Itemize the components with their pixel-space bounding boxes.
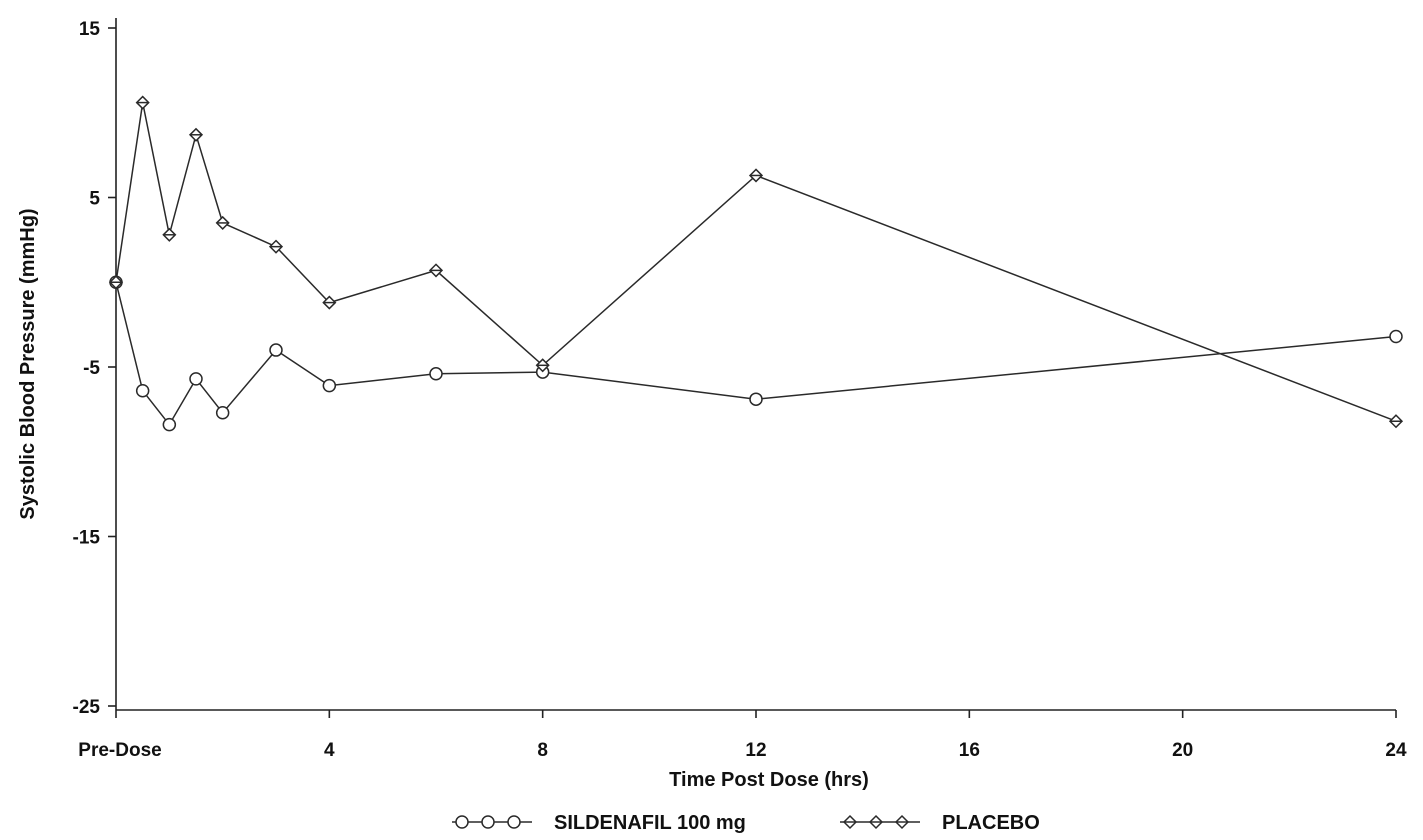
sildenafil-point <box>322 378 337 393</box>
x-tick-label: Pre-Dose <box>78 740 161 761</box>
legend-item-placebo: PLACEBO <box>840 812 1040 834</box>
placebo-point <box>162 227 177 242</box>
placebo-point <box>135 95 150 110</box>
placebo-point <box>428 263 444 278</box>
y-axis-title: Systolic Blood Pressure (mmHg) <box>17 208 39 519</box>
placebo-point <box>1388 414 1404 429</box>
legend-label: SILDENAFIL 100 mg <box>554 812 746 834</box>
series-layer <box>108 95 1404 432</box>
sildenafil-point <box>429 367 443 381</box>
y-tick-label: -25 <box>73 697 101 718</box>
legend-symbol <box>507 815 521 829</box>
x-tick-label: 12 <box>745 740 766 761</box>
placebo-point <box>535 358 550 373</box>
placebo-point <box>188 127 204 142</box>
legend-symbol <box>868 814 884 830</box>
legend-label: PLACEBO <box>942 812 1040 834</box>
ticks: 15 5 -5 -15 -25 Pre-Dose 4 8 12 16 20 24 <box>73 19 1407 761</box>
sildenafil-point <box>1389 329 1403 344</box>
placebo-point <box>748 168 764 183</box>
sildenafil-point <box>135 383 150 398</box>
y-tick-label: 15 <box>79 19 101 40</box>
sildenafil-point <box>215 406 230 420</box>
y-tick-label: -15 <box>73 528 101 549</box>
sildenafil-point <box>269 343 283 357</box>
x-tick-label: 20 <box>1172 740 1193 761</box>
axes <box>115 18 1396 711</box>
sildenafil-series <box>109 275 1403 432</box>
legend-symbol <box>481 815 495 829</box>
placebo-point <box>268 239 284 254</box>
legend-symbol <box>842 814 858 830</box>
x-axis-title: Time Post Dose (hrs) <box>669 769 869 791</box>
x-tick-label: 24 <box>1385 740 1407 761</box>
placebo-point <box>215 215 230 230</box>
placebo-line <box>115 102 1397 422</box>
y-tick-label: 5 <box>89 189 100 210</box>
placebo-point <box>322 295 337 310</box>
x-tick-label: 16 <box>959 740 980 761</box>
sildenafil-point <box>749 392 763 406</box>
sildenafil-point <box>189 372 203 386</box>
y-tick-label: -5 <box>83 358 100 379</box>
x-tick-label: 4 <box>324 740 335 761</box>
legend: SILDENAFIL 100 mg PLACEBO <box>452 812 1040 834</box>
sildenafil-point <box>162 417 177 432</box>
placebo-series <box>108 95 1404 429</box>
legend-symbol <box>894 814 910 830</box>
legend-item-sildenafil: SILDENAFIL 100 mg <box>452 812 746 834</box>
placebo-point <box>108 275 124 290</box>
legend-symbol <box>455 815 469 829</box>
x-tick-label: 8 <box>537 740 548 761</box>
